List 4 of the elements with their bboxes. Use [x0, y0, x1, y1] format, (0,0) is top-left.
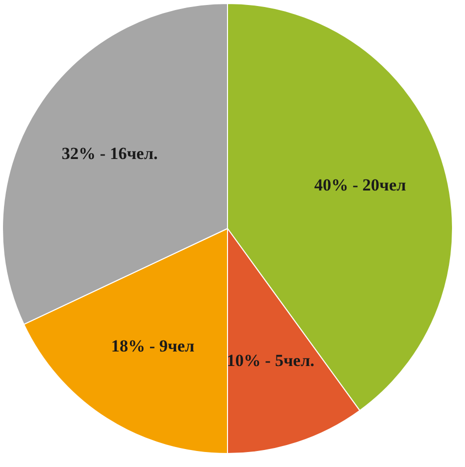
data-label: 18% - 9чел [111, 336, 195, 356]
data-label: 10% - 5чел. [226, 351, 314, 370]
data-label: 32% - 16чел. [62, 144, 158, 163]
data-label: 40% - 20чел [314, 175, 407, 194]
